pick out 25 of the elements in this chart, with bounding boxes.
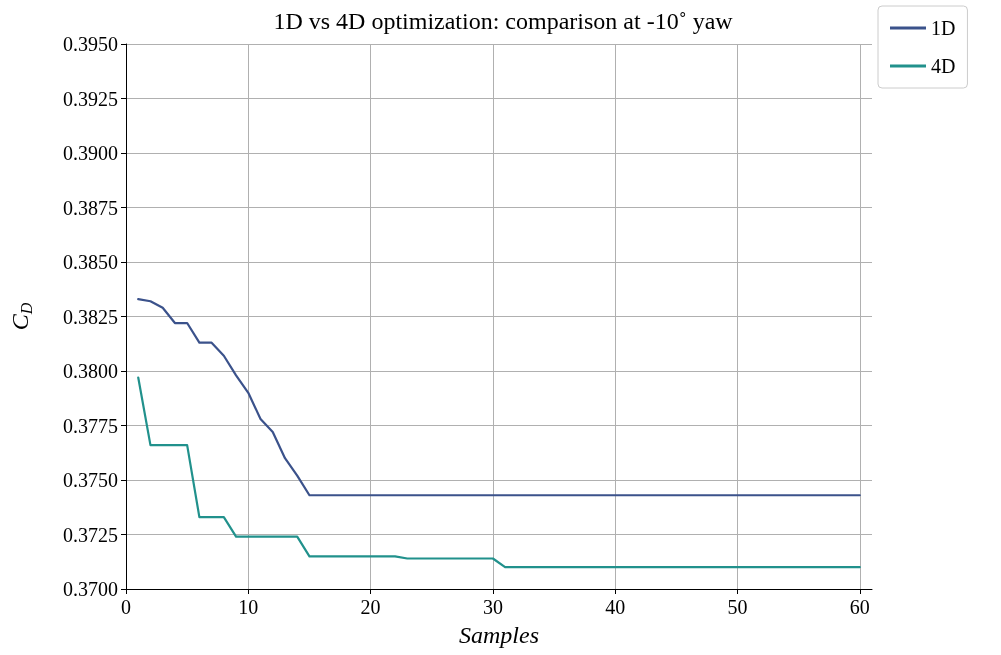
x-tick-label: 10	[238, 596, 259, 618]
legend-label: 4D	[931, 55, 956, 77]
x-tick-label: 0	[121, 596, 131, 618]
y-tick-label: 0.3700	[63, 578, 118, 600]
y-tick-label: 0.3800	[63, 360, 118, 382]
y-tick-label: 0.3750	[63, 469, 118, 491]
line-series	[137, 376, 861, 569]
y-tick-label: 0.3775	[63, 414, 118, 437]
x-tick-label: 40	[605, 596, 626, 618]
x-tick-label: 60	[849, 596, 870, 618]
chart-title: 1D vs 4D optimization: comparison at -10˚ yaw	[273, 8, 734, 34]
line-series	[137, 297, 861, 497]
y-tick-label: 0.3725	[63, 523, 118, 546]
x-axis-title: Samples	[459, 622, 539, 648]
y-tick-label: 0.3925	[63, 87, 118, 110]
y-tick-label: 0.3950	[63, 33, 118, 55]
x-tick-label: 20	[360, 596, 381, 618]
y-tick-label: 0.3875	[63, 196, 118, 219]
y-tick-label: 0.3900	[63, 142, 118, 164]
x-tick-label: 50	[727, 596, 748, 618]
legend-label: 1D	[931, 17, 956, 39]
x-tick-label: 30	[482, 596, 503, 618]
y-tick-label: 0.3850	[63, 251, 118, 273]
y-tick-label: 0.3825	[63, 305, 118, 328]
y-axis-title: CD	[7, 302, 35, 331]
